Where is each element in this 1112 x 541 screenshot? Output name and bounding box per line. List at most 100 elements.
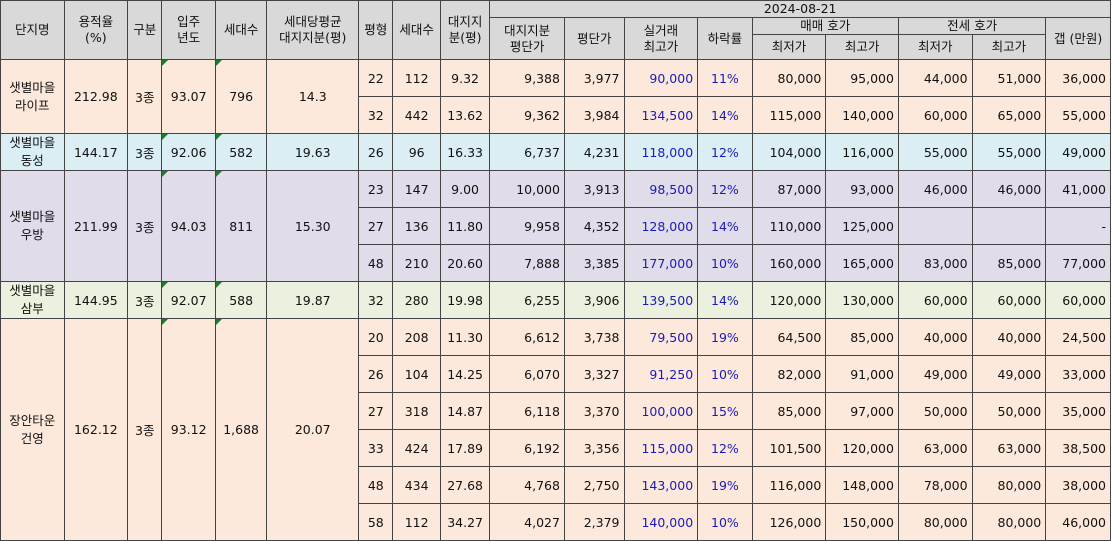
unit-households: 280 <box>392 281 441 319</box>
jeonse-max: 49,000 <box>971 355 1047 393</box>
jeonse-min: 83,000 <box>897 244 973 282</box>
price-per-pyeong: 4,352 <box>563 207 625 245</box>
zone-type: 3종 <box>127 281 163 319</box>
pyeong: 26 <box>358 355 394 393</box>
sale-min: 80,000 <box>751 59 827 97</box>
land-share: 19.98 <box>439 281 491 319</box>
table-row: 33 424 17.89 6,192 3,356 115,000 12% 101,500 120… <box>0 429 1111 467</box>
avg-land-share: 14.3 <box>266 59 360 134</box>
jeonse-max: 85,000 <box>971 244 1047 282</box>
gap-value: - <box>1045 207 1111 245</box>
unit-households: 318 <box>392 392 441 430</box>
price-per-pyeong: 3,906 <box>563 281 625 319</box>
table-row: 27 136 11.80 9,958 4,352 128,000 14% 110,000 125… <box>0 207 1111 245</box>
move-in-year: 94.03 <box>161 170 216 282</box>
land-price: 10,000 <box>489 170 565 208</box>
gap-value: 60,000 <box>1045 281 1111 319</box>
land-share: 13.62 <box>439 96 491 134</box>
header-gap: 갭 (만원) <box>1045 17 1111 60</box>
gap-value: 38,000 <box>1045 466 1111 504</box>
price-per-pyeong: 4,231 <box>563 133 625 171</box>
avg-land-share: 15.30 <box>266 170 360 282</box>
zone-type: 3종 <box>127 318 163 541</box>
header-drop-rate: 하락률 <box>697 17 753 60</box>
unit-households: 147 <box>392 170 441 208</box>
jeonse-max: 40,000 <box>971 318 1047 356</box>
land-share: 16.33 <box>439 133 491 171</box>
households: 811 <box>214 170 268 282</box>
sale-max: 140,000 <box>825 96 899 134</box>
land-share: 17.89 <box>439 429 491 467</box>
avg-land-share: 19.63 <box>266 133 360 171</box>
floor-area-ratio: 144.95 <box>63 281 129 319</box>
land-price: 9,388 <box>489 59 565 97</box>
move-in-year: 92.06 <box>161 133 216 171</box>
jeonse-max: 51,000 <box>971 59 1047 97</box>
zone-type: 3종 <box>127 133 163 171</box>
jeonse-min: 60,000 <box>897 281 973 319</box>
header-avg-land-share: 세대당평균 대지지분(평) <box>266 0 360 60</box>
sale-max: 165,000 <box>825 244 899 282</box>
header-date: 2024-08-21 <box>489 0 1111 18</box>
pyeong: 23 <box>358 170 394 208</box>
price-per-pyeong: 2,750 <box>563 466 625 504</box>
avg-land-share: 20.07 <box>266 318 360 541</box>
sale-max: 95,000 <box>825 59 899 97</box>
jeonse-min: 44,000 <box>897 59 973 97</box>
avg-land-share: 19.87 <box>266 281 360 319</box>
sale-max: 148,000 <box>825 466 899 504</box>
sale-max: 97,000 <box>825 392 899 430</box>
jeonse-min: 40,000 <box>897 318 973 356</box>
land-share: 11.30 <box>439 318 491 356</box>
drop-rate: 10% <box>697 244 753 282</box>
land-share: 14.87 <box>439 392 491 430</box>
complex-name: 샛별마을 라이프 <box>0 59 65 134</box>
zone-type: 3종 <box>127 170 163 282</box>
land-price: 6,192 <box>489 429 565 467</box>
header-move-in-year: 입주 년도 <box>161 0 216 60</box>
real-max-price: 79,500 <box>623 318 699 356</box>
gap-value: 33,000 <box>1045 355 1111 393</box>
land-share: 9.00 <box>439 170 491 208</box>
jeonse-max: 60,000 <box>971 281 1047 319</box>
sale-min: 85,000 <box>751 392 827 430</box>
gap-value: 55,000 <box>1045 96 1111 134</box>
unit-households: 208 <box>392 318 441 356</box>
gap-value: 38,500 <box>1045 429 1111 467</box>
land-share: 14.25 <box>439 355 491 393</box>
real-max-price: 91,250 <box>623 355 699 393</box>
pyeong: 27 <box>358 392 394 430</box>
price-per-pyeong: 3,327 <box>563 355 625 393</box>
table-row: 48 434 27.68 4,768 2,750 143,000 19% 116,000 148… <box>0 466 1111 504</box>
drop-rate: 12% <box>697 170 753 208</box>
table-body: 샛별마을 라이프 212.98 3종 93.07 796 14.3 22 112 9.32 9,38… <box>0 59 1111 541</box>
land-share: 34.27 <box>439 503 491 541</box>
unit-households: 424 <box>392 429 441 467</box>
jeonse-max: 80,000 <box>971 503 1047 541</box>
jeonse-max: 46,000 <box>971 170 1047 208</box>
sale-max: 93,000 <box>825 170 899 208</box>
pyeong: 33 <box>358 429 394 467</box>
land-price: 6,612 <box>489 318 565 356</box>
drop-rate: 19% <box>697 318 753 356</box>
real-max-price: 90,000 <box>623 59 699 97</box>
jeonse-max <box>971 207 1047 245</box>
sale-min: 116,000 <box>751 466 827 504</box>
real-max-price: 140,000 <box>623 503 699 541</box>
jeonse-min <box>897 207 973 245</box>
price-per-pyeong: 3,738 <box>563 318 625 356</box>
floor-area-ratio: 212.98 <box>63 59 129 134</box>
drop-rate: 14% <box>697 281 753 319</box>
pyeong: 26 <box>358 133 394 171</box>
jeonse-min: 46,000 <box>897 170 973 208</box>
gap-value: 35,000 <box>1045 392 1111 430</box>
unit-households: 442 <box>392 96 441 134</box>
sale-max: 85,000 <box>825 318 899 356</box>
header-land-price: 대지지분 평단가 <box>489 17 565 60</box>
unit-households: 96 <box>392 133 441 171</box>
land-price: 6,118 <box>489 392 565 430</box>
price-per-pyeong: 3,913 <box>563 170 625 208</box>
gap-value: 41,000 <box>1045 170 1111 208</box>
gap-value: 77,000 <box>1045 244 1111 282</box>
land-share: 20.60 <box>439 244 491 282</box>
